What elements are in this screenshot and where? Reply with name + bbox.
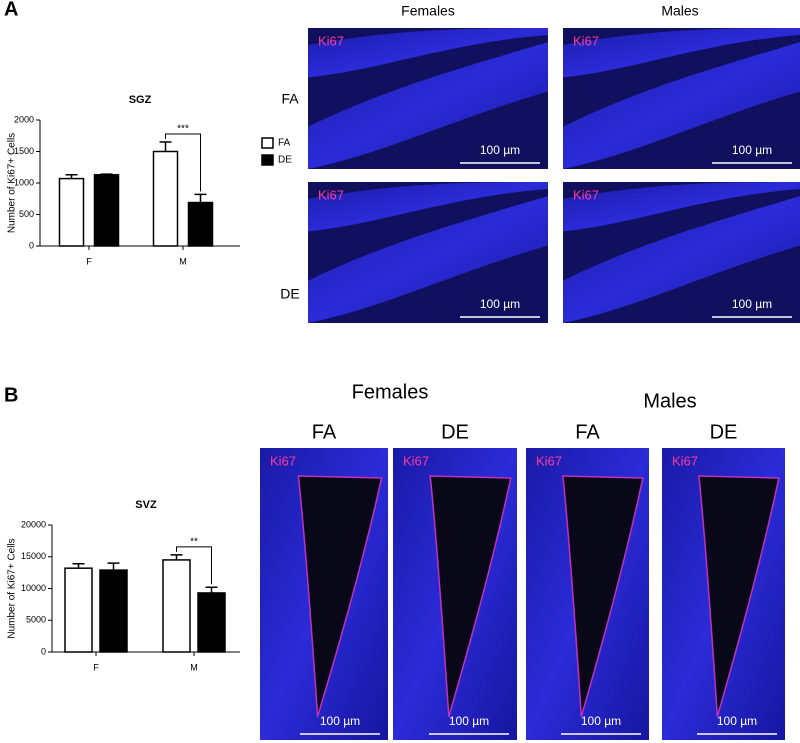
y-tick-label: 0 (41, 646, 46, 656)
column-header: Males (661, 3, 698, 19)
x-tick-label: M (179, 256, 187, 266)
bar (93, 174, 120, 247)
scale-label: 100 µm (581, 714, 621, 728)
y-tick-label: 10000 (21, 583, 46, 593)
chart-title: SGZ (129, 94, 152, 106)
scale-label: 100 µm (732, 297, 772, 311)
significance-bracket (165, 133, 201, 192)
y-tick-label: 1000 (14, 177, 34, 187)
stain-label: Ki67 (270, 453, 296, 468)
tissue-band (308, 196, 548, 323)
error-bar (194, 193, 207, 203)
legend-swatch (261, 154, 274, 166)
row-label: FA (281, 91, 299, 107)
y-axis-label: Number of Ki67+ Cells (7, 538, 18, 638)
error-bar (100, 173, 113, 175)
scale-label: 100 µm (732, 143, 772, 157)
group-label: FA (312, 421, 337, 443)
row-label: DE (280, 286, 299, 302)
column-header: Males (643, 390, 696, 412)
y-tick-label: 5000 (26, 615, 46, 625)
group-label: DE (710, 421, 738, 443)
tissue-band (563, 182, 800, 232)
panel-label: A (4, 0, 18, 20)
bar (197, 592, 226, 653)
stain-label: Ki67 (672, 453, 698, 468)
tissue-band (563, 28, 800, 78)
scale-label: 100 µm (449, 714, 489, 728)
stain-label: Ki67 (573, 33, 599, 48)
bar (99, 569, 128, 653)
error-bar (159, 141, 172, 152)
y-tick-label: 2000 (14, 114, 34, 124)
y-tick-label: 500 (19, 209, 34, 219)
column-header: Females (352, 381, 429, 403)
x-tick-label: M (190, 662, 198, 672)
stain-label: Ki67 (318, 33, 344, 48)
y-axis-label: Number of Ki67+ Cells (7, 133, 18, 233)
scale-label: 100 µm (480, 143, 520, 157)
stain-label: Ki67 (573, 187, 599, 202)
significance-label: *** (177, 124, 189, 135)
ventricle (297, 475, 383, 717)
tissue-band (308, 182, 548, 232)
error-bar (205, 586, 218, 593)
error-bar (72, 562, 85, 569)
chart-title: SVZ (135, 499, 157, 511)
legend-label: FA (278, 138, 291, 149)
x-tick-label: F (86, 256, 92, 266)
stain-label: Ki67 (536, 453, 562, 468)
group-label: DE (441, 421, 469, 443)
legend-swatch (261, 137, 274, 149)
scale-label: 100 µm (717, 714, 757, 728)
scale-label: 100 µm (320, 714, 360, 728)
y-tick-label: 0 (29, 240, 34, 250)
tissue-band (308, 28, 548, 78)
stain-label: Ki67 (403, 453, 429, 468)
legend-label: DE (278, 155, 292, 166)
x-tick-label: F (93, 662, 99, 672)
y-tick-label: 15000 (21, 551, 46, 561)
tissue-band (563, 42, 800, 169)
bar (64, 567, 93, 653)
error-bar (170, 554, 183, 560)
ventricle (429, 475, 512, 717)
column-header: Females (401, 3, 455, 19)
tissue-band (563, 196, 800, 323)
tissue-band (308, 42, 548, 169)
group-label: FA (575, 421, 600, 443)
significance-label: ** (190, 536, 198, 547)
panel-label: B (4, 384, 18, 406)
error-bar (107, 562, 120, 571)
stain-label: Ki67 (318, 187, 344, 202)
bar (187, 201, 214, 247)
bar (162, 559, 191, 653)
bar (152, 150, 179, 247)
bar (58, 177, 85, 247)
ventricle (562, 475, 644, 717)
ventricle (698, 475, 780, 717)
scale-label: 100 µm (480, 297, 520, 311)
y-tick-label: 20000 (21, 519, 46, 529)
y-tick-label: 1500 (14, 146, 34, 156)
error-bar (65, 174, 78, 179)
significance-bracket (176, 546, 212, 585)
